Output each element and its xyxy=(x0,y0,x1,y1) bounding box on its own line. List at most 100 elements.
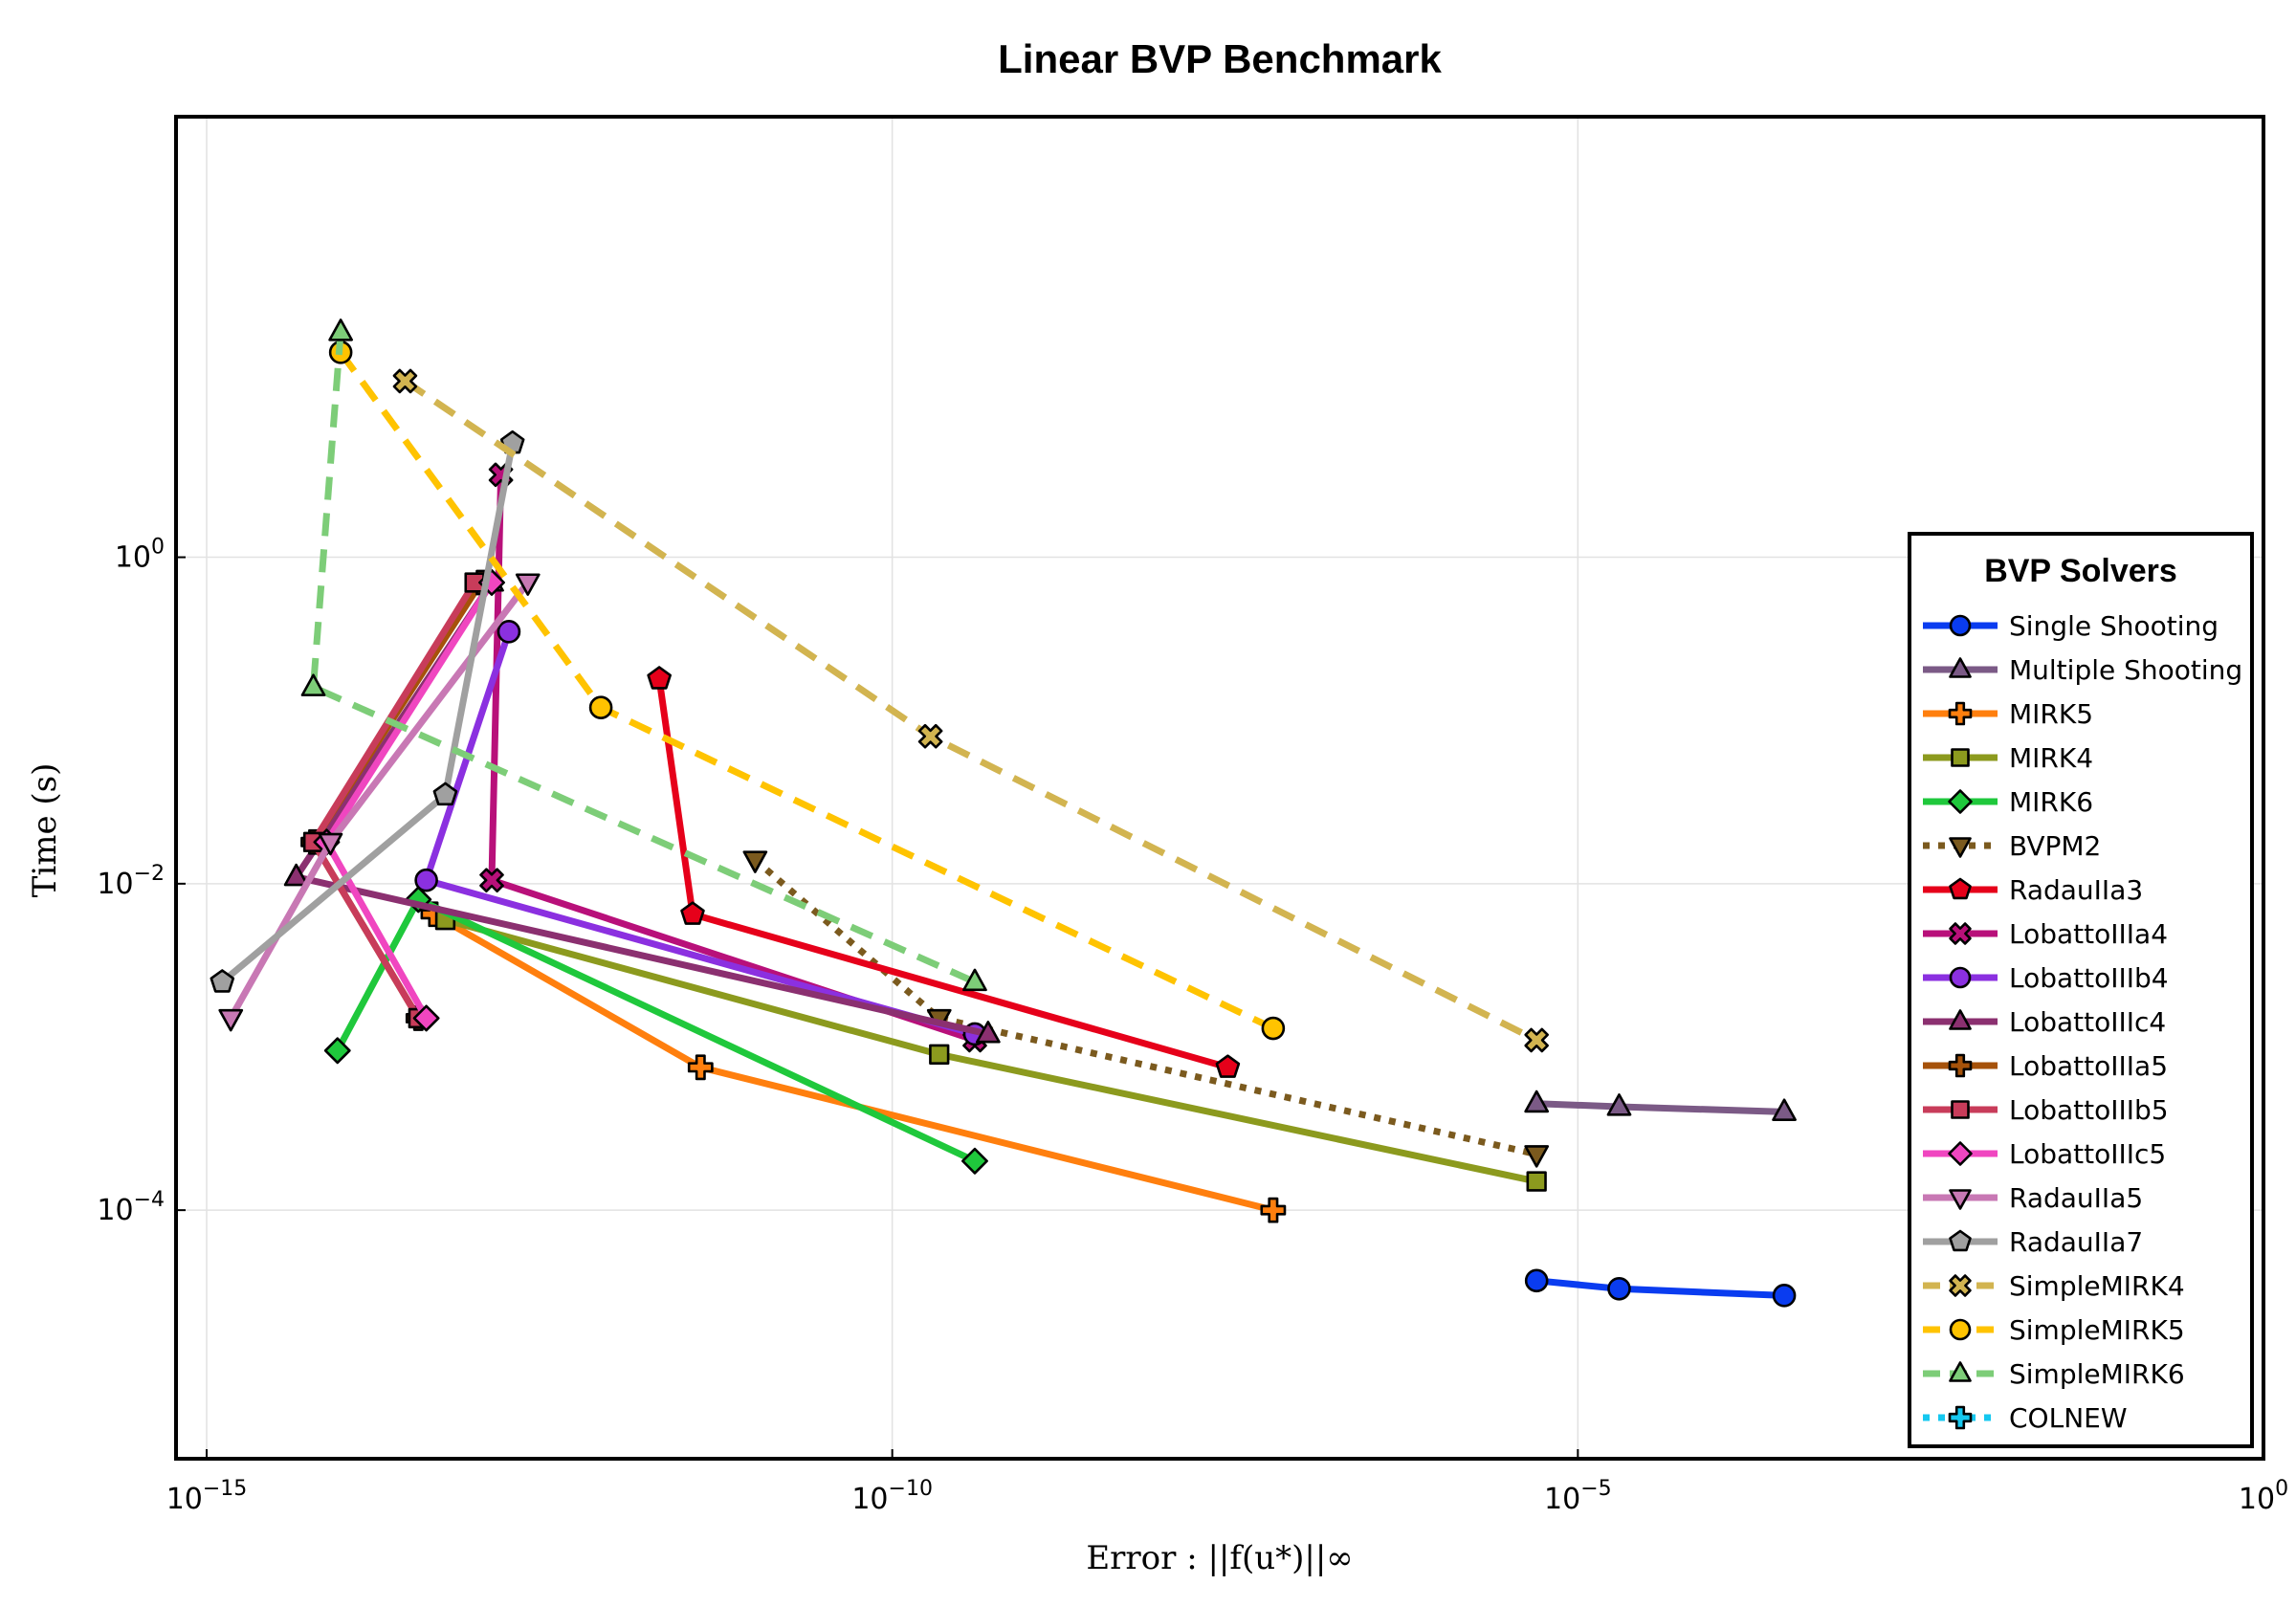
data-point xyxy=(742,850,768,873)
legend-label: Multiple Shooting xyxy=(2009,654,2242,686)
data-point xyxy=(1772,1098,1797,1121)
legend-swatch-marker xyxy=(1949,1274,1972,1297)
legend-entry: Single Shooting xyxy=(1923,610,2219,642)
data-point xyxy=(687,1054,714,1081)
legend-swatch-marker xyxy=(1949,1361,1972,1382)
x-tick-label: 10−10 xyxy=(851,1477,933,1516)
data-point xyxy=(1606,1093,1632,1116)
legend-entry: SimpleMIRK4 xyxy=(1923,1270,2185,1302)
data-point xyxy=(976,1021,1001,1044)
legend-swatch-marker xyxy=(1948,1405,1973,1430)
data-point xyxy=(1524,1090,1550,1113)
series-line xyxy=(753,857,1537,1158)
data-point xyxy=(283,863,309,887)
series-radauiia5 xyxy=(218,573,541,1032)
data-point xyxy=(318,832,343,856)
legend-label: RadauIIa5 xyxy=(2009,1182,2143,1214)
legend-label: LobattoIIIc5 xyxy=(2009,1138,2166,1170)
data-point xyxy=(432,781,458,806)
legend-label: LobattoIIIc4 xyxy=(2009,1006,2166,1038)
legend-swatch-marker xyxy=(1949,877,1972,900)
data-point xyxy=(588,695,613,719)
series-simplemirk6 xyxy=(300,319,987,992)
legend-swatch-marker xyxy=(1949,837,1972,858)
legend-title: BVP Solvers xyxy=(1984,553,2177,589)
legend-entry: RadauIIa3 xyxy=(1923,874,2143,906)
legend-swatch-marker xyxy=(1949,922,1972,945)
legend-label: SimpleMIRK4 xyxy=(2009,1270,2185,1302)
x-tick-label: 10−5 xyxy=(1544,1477,1612,1516)
data-point xyxy=(479,868,504,893)
series-line xyxy=(310,331,977,985)
legend-entry: LobattoIIIb5 xyxy=(1923,1094,2169,1126)
legend: BVP Solvers Single Shooting Multiple Shoot… xyxy=(1908,532,2254,1448)
legend-entry: BVPM2 xyxy=(1923,830,2101,862)
series-multiple-shooting xyxy=(1524,1090,1797,1121)
data-point xyxy=(218,1008,244,1032)
legend-entry: LobattoIIIa5 xyxy=(1923,1050,2168,1082)
data-point xyxy=(1524,1268,1549,1293)
data-point xyxy=(392,368,418,394)
legend-entry: LobattoIIIc4 xyxy=(1923,1006,2166,1038)
data-point xyxy=(929,1044,950,1065)
y-tick-label: 10−2 xyxy=(97,862,165,901)
data-point xyxy=(328,319,353,341)
legend-swatch-marker xyxy=(1949,1229,1972,1252)
legend-swatch-marker xyxy=(1948,789,1973,814)
legend-label: BVPM2 xyxy=(2009,830,2101,862)
data-point xyxy=(962,968,987,992)
data-point xyxy=(300,673,326,696)
legend-swatch-marker xyxy=(1949,966,1972,989)
legend-entry: MIRK4 xyxy=(1923,742,2093,774)
legend-entry: RadauIIa7 xyxy=(1923,1226,2143,1258)
data-point xyxy=(1772,1284,1797,1308)
series-group xyxy=(210,319,1797,1308)
legend-swatch-marker xyxy=(1949,1009,1972,1030)
legend-swatch-marker xyxy=(1949,1318,1972,1341)
legend-swatch-marker xyxy=(1948,1141,1973,1166)
data-point xyxy=(497,620,521,644)
legend-entry: COLNEW xyxy=(1923,1402,2128,1434)
legend-label: LobattoIIIa5 xyxy=(2009,1050,2168,1082)
legend-label: RadauIIa7 xyxy=(2009,1226,2143,1258)
data-point xyxy=(515,573,541,596)
legend-label: SimpleMIRK6 xyxy=(2009,1358,2185,1390)
legend-label: SimpleMIRK5 xyxy=(2009,1314,2185,1346)
data-point xyxy=(1524,1145,1550,1168)
data-point xyxy=(680,901,705,925)
legend-swatch-marker xyxy=(1949,1189,1972,1210)
data-point xyxy=(917,723,943,749)
legend-label: MIRK5 xyxy=(2009,698,2093,730)
data-point xyxy=(323,1037,351,1065)
series-radauiia3 xyxy=(647,666,1241,1078)
data-point xyxy=(210,969,235,993)
legend-label: MIRK4 xyxy=(2009,742,2093,774)
legend-entry: RadauIIa5 xyxy=(1923,1182,2143,1214)
legend-swatch-marker xyxy=(1951,748,1970,767)
data-point xyxy=(647,666,673,690)
legend-label: RadauIIa3 xyxy=(2009,874,2143,906)
x-tick-label: 100 xyxy=(2239,1477,2288,1516)
legend-label: Single Shooting xyxy=(2009,610,2219,642)
y-axis-label: Time (s) xyxy=(26,763,64,898)
y-tick-label: 10−4 xyxy=(97,1188,165,1227)
legend-entry: MIRK5 xyxy=(1923,698,2093,730)
series-simplemirk4 xyxy=(392,368,1549,1053)
data-point xyxy=(961,1147,988,1175)
data-point xyxy=(1260,1197,1287,1223)
data-point xyxy=(412,1004,440,1032)
series-mirk5 xyxy=(420,901,1287,1223)
legend-label: LobattoIIIb5 xyxy=(2009,1094,2169,1126)
legend-entry: SimpleMIRK6 xyxy=(1923,1358,2185,1390)
legend-swatch-marker xyxy=(1948,701,1973,726)
data-point xyxy=(1607,1276,1631,1301)
data-point xyxy=(414,868,438,892)
chart-title: Linear BVP Benchmark xyxy=(998,36,1442,81)
legend-swatch-marker xyxy=(1948,1053,1973,1078)
data-point xyxy=(1215,1054,1241,1078)
legend-entry: Multiple Shooting xyxy=(1923,654,2242,686)
legend-entry: MIRK6 xyxy=(1923,786,2093,818)
legend-label: LobattoIIIb4 xyxy=(2009,962,2169,994)
plot-frame xyxy=(174,115,2265,1461)
legend-entry: LobattoIIIc5 xyxy=(1923,1138,2166,1170)
